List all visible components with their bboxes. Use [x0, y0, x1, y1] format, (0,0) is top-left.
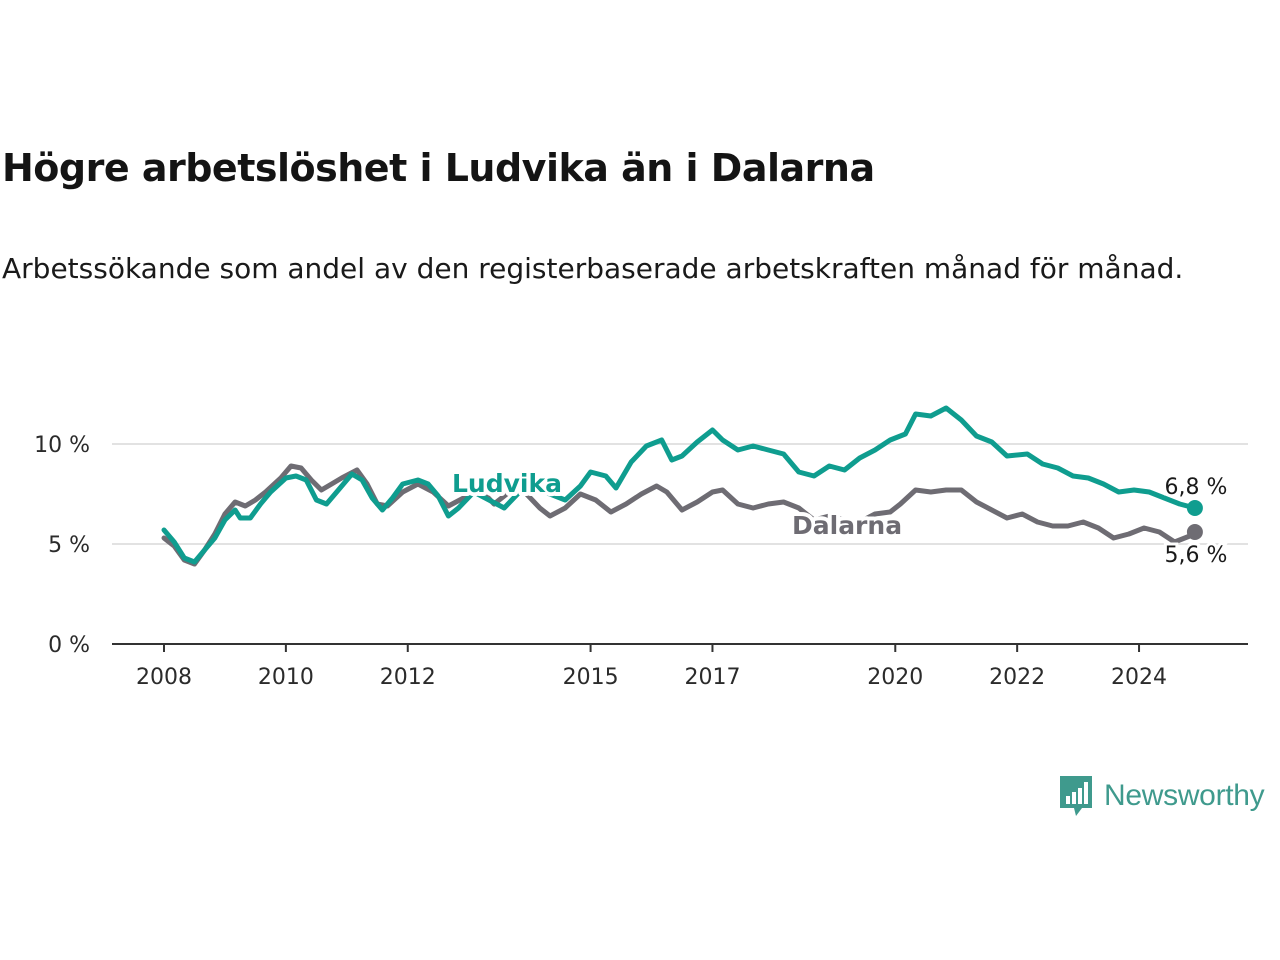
ludvika-line — [161, 405, 1198, 565]
x-tick-label: 2024 — [1111, 665, 1167, 690]
chart-subtitle: Arbetssökande som andel av den registerb… — [2, 252, 1184, 285]
y-tick-label: 5 % — [48, 533, 90, 558]
y-tick-label: 0 % — [48, 633, 90, 658]
line-chart: 0 % 5 % 10 % 2008 2010 2012 2015 2017 2020 2022 20… — [34, 405, 1248, 690]
x-tick-label: 2017 — [684, 665, 740, 690]
ludvika-series-label: Ludvika — [452, 469, 562, 498]
brand-name: Newsworthy — [1104, 779, 1265, 812]
x-tick-label: 2015 — [563, 665, 619, 690]
x-tick-label: 2022 — [989, 665, 1045, 690]
y-tick-label: 10 % — [34, 433, 90, 458]
dalarna-series-label: Dalarna — [792, 511, 902, 540]
x-tick-label: 2020 — [867, 665, 923, 690]
x-tick-label: 2010 — [258, 665, 314, 690]
chart-title: Högre arbetslöshet i Ludvika än i Dalarn… — [2, 146, 875, 190]
dalarna-line — [161, 463, 1198, 567]
ludvika-end-point — [1186, 500, 1203, 516]
x-tick-label: 2012 — [380, 665, 436, 690]
dalarna-end-label: 5,6 % — [1165, 543, 1228, 568]
ludvika-end-label: 6,8 % — [1165, 475, 1228, 500]
newsworthy-chart-bubble-icon — [1060, 776, 1092, 816]
dalarna-end-point — [1186, 524, 1203, 540]
x-tick-label: 2008 — [136, 665, 192, 690]
newsworthy-logo: Newsworthy — [1058, 774, 1265, 818]
